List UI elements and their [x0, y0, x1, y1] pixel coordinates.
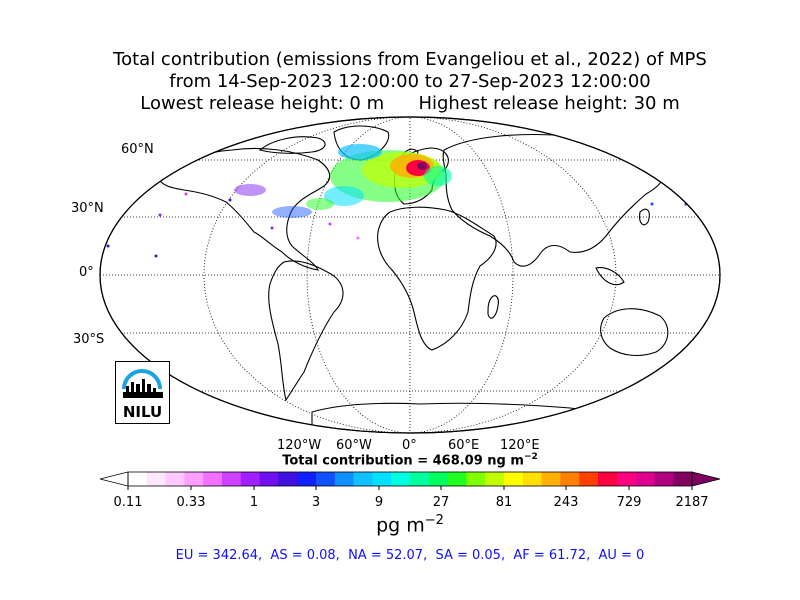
region-totals: EU = 342.64, AS = 0.08, NA = 52.07, SA =… — [175, 548, 645, 563]
lat-label-60n: 60°N — [121, 142, 154, 157]
colorbar-max-extension — [691, 471, 721, 487]
colorbar-swatch — [504, 472, 524, 486]
colorbar-swatch — [616, 472, 637, 486]
colorbar-swatch — [391, 472, 411, 486]
title-line-1: Total contribution (emissions from Evang… — [113, 49, 707, 70]
colorbar-tick-label: 9 — [374, 495, 384, 510]
colorbar-tick-label: 729 — [616, 495, 642, 510]
colorbar-tick-label: 243 — [553, 495, 579, 510]
lat-label-30s: 30°S — [73, 332, 105, 347]
colorbar-swatch — [635, 472, 655, 486]
lat-label-0: 0° — [79, 265, 94, 280]
colorbar-swatch — [372, 472, 392, 486]
nilu-logo-icon — [122, 369, 163, 398]
colorbar-swatch — [128, 472, 148, 486]
colorbar-swatch — [598, 472, 618, 486]
colorbar-swatch — [334, 472, 355, 486]
colorbar-swatch — [297, 472, 317, 486]
colorbar-swatch — [316, 472, 336, 486]
colorbar-swatch — [485, 472, 505, 486]
colorbar-min-extension — [99, 471, 129, 487]
colorbar-swatch — [522, 472, 543, 486]
colorbar-swatch — [222, 472, 242, 486]
colorbar-swatch — [541, 472, 561, 486]
colorbar-swatch — [240, 472, 261, 486]
colorbar — [99, 471, 721, 490]
title-line-3: Lowest release height: 0 m Highest relea… — [140, 93, 680, 114]
total-contribution: Total contribution = 468.09 ng m−2 — [282, 452, 538, 469]
colorbar-tick-label: 0.33 — [176, 495, 206, 510]
colorbar-swatch — [203, 472, 223, 486]
colorbar-swatch — [654, 472, 674, 486]
colorbar-swatch — [560, 472, 580, 486]
colorbar-tick-label: 0.11 — [113, 495, 143, 510]
lon-label-0: 0° — [402, 438, 417, 453]
colorbar-swatch — [353, 472, 373, 486]
lon-label-60e: 60°E — [448, 438, 480, 453]
colorbar-swatch — [165, 472, 185, 486]
concentration-plume — [106, 144, 688, 258]
nilu-logo: NILU — [115, 361, 170, 424]
lat-label-30n: 30°N — [71, 201, 104, 216]
colorbar-swatch — [410, 472, 430, 486]
lon-label-120e: 120°E — [500, 438, 540, 453]
title-line-2: from 14-Sep-2023 12:00:00 to 27-Sep-2023… — [169, 71, 651, 92]
colorbar-swatch — [428, 472, 449, 486]
colorbar-border — [127, 471, 693, 487]
lon-label-120w: 120°W — [277, 438, 322, 453]
colorbar-swatch — [278, 472, 298, 486]
colorbar-units: pg m−2 — [376, 513, 444, 537]
colorbar-tick-label: 3 — [311, 495, 321, 510]
colorbar-swatch — [184, 472, 204, 486]
lon-label-60w: 60°W — [336, 438, 372, 453]
colorbar-swatch — [673, 472, 693, 486]
colorbar-swatch — [259, 472, 279, 486]
colorbar-swatch — [447, 472, 467, 486]
colorbar-swatch — [466, 472, 486, 486]
colorbar-tick-label: 1 — [249, 495, 259, 510]
colorbar-swatch — [146, 472, 167, 486]
colorbar-tick-label: 27 — [432, 495, 450, 510]
colorbar-tick-label: 2187 — [675, 495, 709, 510]
colorbar-tick-label: 81 — [495, 495, 513, 510]
colorbar-swatch — [579, 472, 599, 486]
